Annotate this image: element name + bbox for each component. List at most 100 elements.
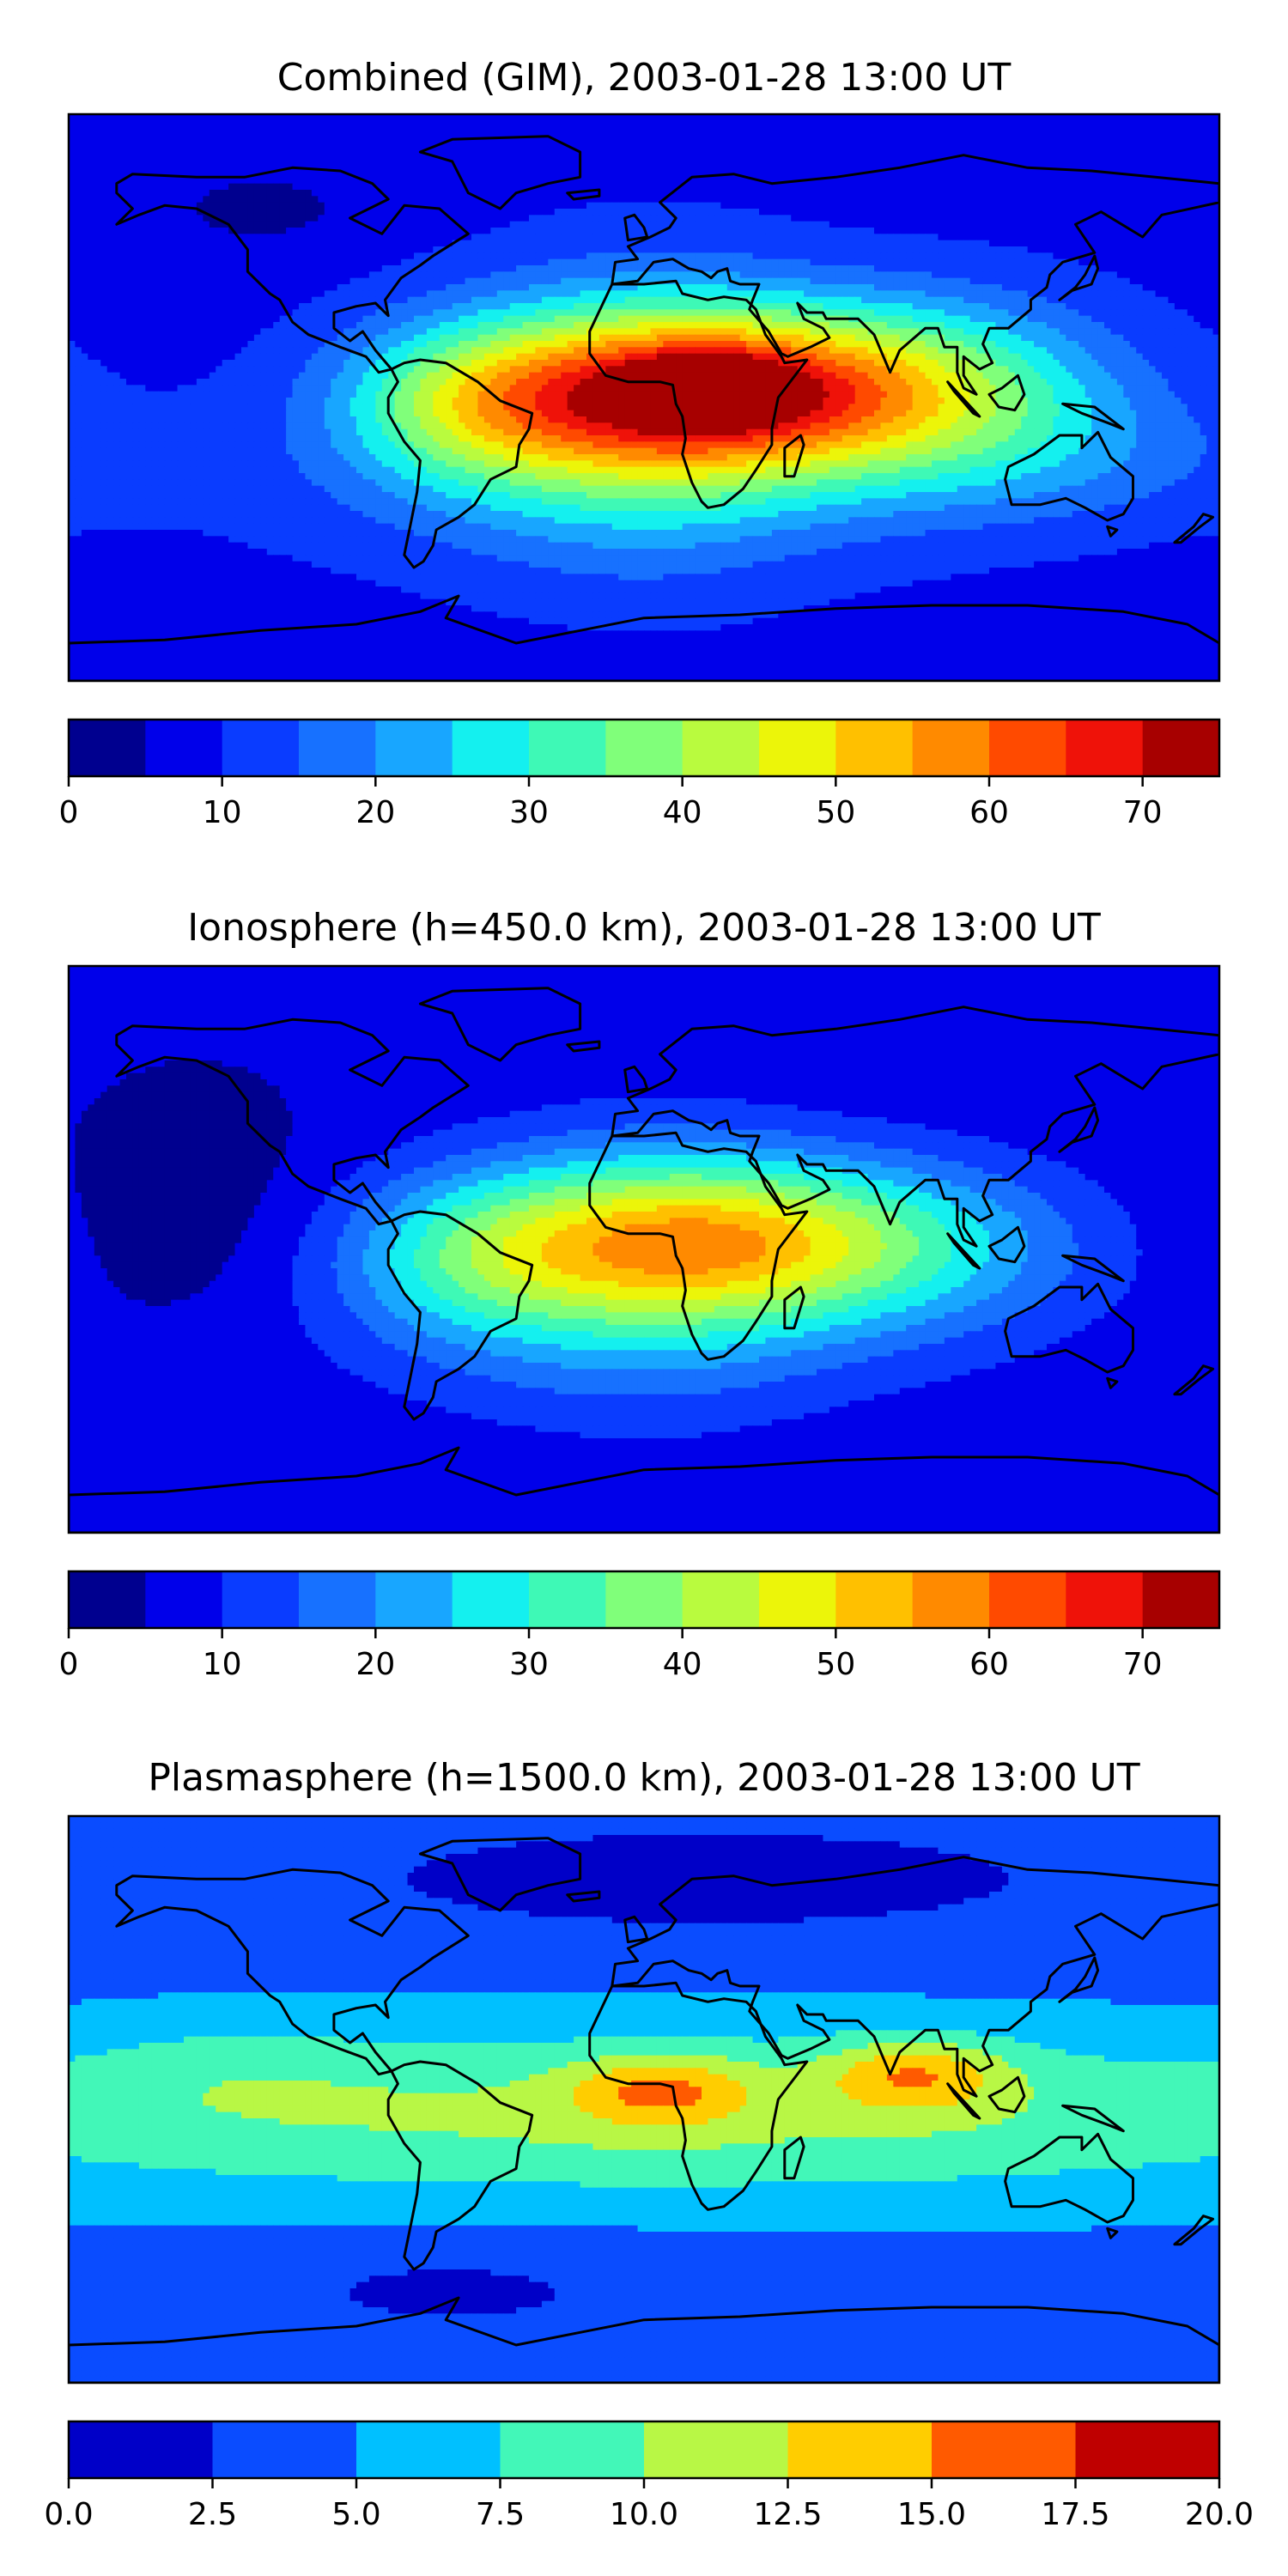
field-cell <box>925 196 933 204</box>
field-cell <box>925 234 933 241</box>
field-cell <box>318 277 325 285</box>
field-cell <box>158 158 166 166</box>
field-cell <box>177 126 185 134</box>
field-cell <box>286 215 294 222</box>
field-cell <box>509 202 517 210</box>
field-cell <box>893 114 901 121</box>
field-cell <box>574 139 581 147</box>
field-cell <box>605 120 613 128</box>
field-cell <box>733 202 741 210</box>
field-cell <box>331 246 338 253</box>
field-cell <box>663 158 671 166</box>
field-cell <box>177 265 185 272</box>
field-cell <box>982 196 990 204</box>
field-cell <box>631 171 639 178</box>
field-cell <box>823 221 830 228</box>
field-cell <box>1053 202 1060 210</box>
field-cell <box>1053 209 1060 216</box>
field-cell <box>989 252 997 260</box>
field-cell <box>720 183 728 191</box>
field-cell <box>861 133 869 140</box>
field-cell <box>618 145 626 153</box>
field-cell <box>854 258 862 266</box>
field-cell <box>676 202 683 210</box>
field-cell <box>669 126 677 134</box>
field-cell <box>752 209 760 216</box>
field-cell <box>720 114 728 121</box>
field-cell <box>580 190 587 197</box>
field-cell <box>324 171 331 178</box>
field-cell <box>273 284 281 291</box>
field-cell <box>337 265 344 272</box>
field-cell <box>765 209 773 216</box>
field-cell <box>126 145 134 153</box>
field-cell <box>689 183 696 191</box>
field-cell <box>324 252 331 260</box>
field-cell <box>209 234 216 241</box>
field-cell <box>1097 215 1105 222</box>
field-cell <box>1206 190 1214 197</box>
field-cell <box>650 145 658 153</box>
field-cell <box>919 177 927 185</box>
field-cell <box>874 196 882 204</box>
field-cell <box>1104 114 1112 121</box>
field-cell <box>164 152 172 159</box>
field-cell <box>1091 265 1099 272</box>
field-cell <box>611 171 619 178</box>
field-cell <box>459 164 466 172</box>
field-cell <box>702 133 709 140</box>
field-cell <box>598 114 606 121</box>
field-cell <box>976 228 984 234</box>
field-cell <box>912 246 920 253</box>
field-cell <box>260 209 268 216</box>
field-cell <box>119 139 127 147</box>
field-cell <box>605 133 613 140</box>
field-cell <box>835 209 843 216</box>
field-cell <box>260 152 268 159</box>
field-cell <box>69 209 76 216</box>
field-cell <box>963 133 971 140</box>
field-cell <box>279 246 287 253</box>
field-cell <box>912 164 920 172</box>
field-cell <box>439 126 447 134</box>
field-cell <box>1047 139 1054 147</box>
field-cell <box>944 252 951 260</box>
field-cell <box>554 202 562 210</box>
field-cell <box>158 145 166 153</box>
field-cell <box>925 152 933 159</box>
field-cell <box>624 126 632 134</box>
field-cell <box>247 171 255 178</box>
field-cell <box>817 158 824 166</box>
field-cell <box>1168 202 1176 210</box>
field-cell <box>465 284 472 291</box>
field-cell <box>804 215 811 222</box>
field-cell <box>938 252 945 260</box>
field-cell <box>682 158 690 166</box>
field-cell <box>368 284 376 291</box>
field-cell <box>1091 215 1099 222</box>
field-cell <box>234 133 242 140</box>
field-cell <box>714 152 721 159</box>
field-cell <box>580 152 587 159</box>
field-cell <box>586 202 594 210</box>
field-cell <box>708 221 715 228</box>
field-cell <box>1047 152 1054 159</box>
field-cell <box>912 145 920 153</box>
field-cell <box>279 120 287 128</box>
field-cell <box>145 258 153 266</box>
field-cell <box>574 258 581 266</box>
field-cell <box>433 228 440 234</box>
field-cell <box>177 152 185 159</box>
field-cell <box>203 196 210 204</box>
field-cell <box>388 215 396 222</box>
field-cell <box>1084 277 1092 285</box>
field-cell <box>381 120 389 128</box>
field-cell <box>1014 183 1022 191</box>
field-cell <box>247 152 255 159</box>
field-cell <box>81 158 88 166</box>
field-cell <box>465 246 472 253</box>
field-cell <box>912 133 920 140</box>
field-cell <box>126 164 134 172</box>
field-cell <box>69 284 76 291</box>
